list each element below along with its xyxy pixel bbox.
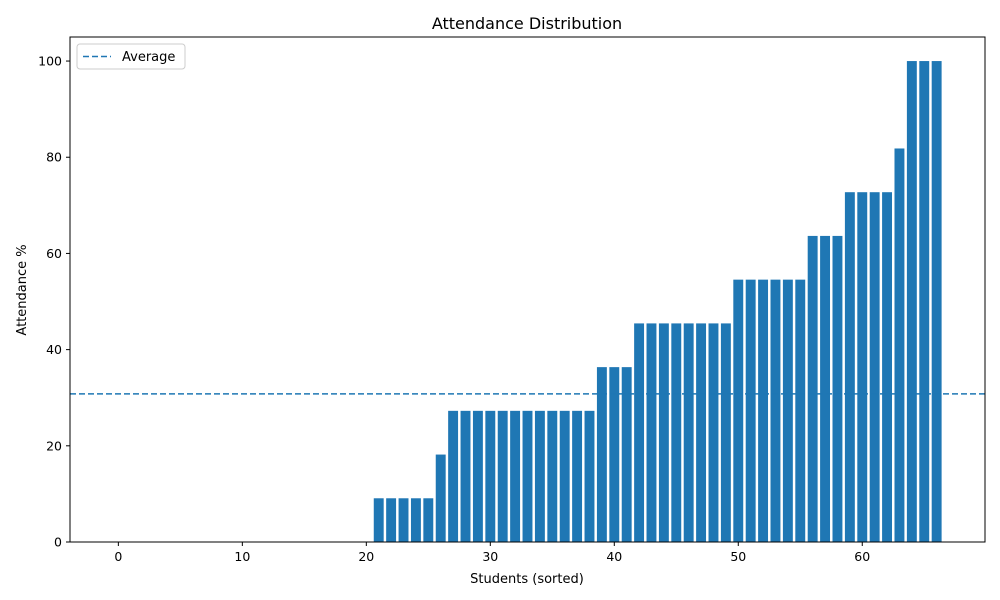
bar bbox=[807, 235, 818, 543]
bar bbox=[410, 498, 421, 542]
bar bbox=[621, 367, 632, 542]
bar bbox=[832, 235, 843, 543]
legend-box bbox=[76, 43, 186, 70]
bar bbox=[671, 323, 682, 542]
bar bbox=[510, 410, 521, 542]
bar bbox=[522, 410, 533, 542]
bar bbox=[658, 323, 669, 542]
y-tick-label: 40 bbox=[46, 342, 62, 357]
x-tick-label: 30 bbox=[482, 549, 498, 564]
bar bbox=[795, 279, 806, 542]
bar bbox=[857, 192, 868, 542]
x-tick-label: 10 bbox=[234, 549, 250, 564]
bar bbox=[609, 367, 620, 542]
bar bbox=[460, 410, 471, 542]
x-tick-label: 50 bbox=[730, 549, 746, 564]
bar bbox=[720, 323, 731, 542]
x-tick-label: 60 bbox=[854, 549, 870, 564]
bar bbox=[559, 410, 570, 542]
bar bbox=[373, 498, 384, 542]
bar bbox=[435, 454, 446, 542]
y-tick-label: 0 bbox=[54, 535, 62, 550]
x-tick-label: 20 bbox=[358, 549, 374, 564]
bar bbox=[869, 192, 880, 542]
bar bbox=[782, 279, 793, 542]
bar bbox=[894, 148, 905, 543]
x-axis-ticks: 0 10 20 30 40 50 60 bbox=[114, 542, 870, 564]
bar bbox=[472, 410, 483, 542]
chart-title: Attendance Distribution bbox=[432, 14, 622, 33]
bar bbox=[448, 410, 459, 542]
x-axis-label: Students (sorted) bbox=[470, 572, 584, 587]
x-tick-label: 40 bbox=[606, 549, 622, 564]
bar bbox=[758, 279, 769, 542]
legend: Average bbox=[76, 43, 186, 70]
legend-average-label: Average bbox=[122, 50, 175, 65]
bar bbox=[683, 323, 694, 542]
y-tick-label: 100 bbox=[38, 54, 62, 69]
bar bbox=[534, 410, 545, 542]
bar bbox=[485, 410, 496, 542]
bar bbox=[844, 192, 855, 542]
y-tick-label: 20 bbox=[46, 438, 62, 453]
bar bbox=[423, 498, 434, 542]
plot-area-frame bbox=[69, 36, 986, 543]
bar bbox=[906, 61, 917, 543]
y-tick-label: 60 bbox=[46, 246, 62, 261]
bar bbox=[770, 279, 781, 542]
bar bbox=[386, 498, 397, 542]
x-tick-label: 0 bbox=[114, 549, 122, 564]
bar bbox=[497, 410, 508, 542]
y-tick-label: 80 bbox=[46, 150, 62, 165]
bar bbox=[634, 323, 645, 542]
bar bbox=[931, 61, 942, 543]
bar bbox=[882, 192, 893, 542]
bar bbox=[646, 323, 657, 542]
bar bbox=[572, 410, 583, 542]
y-axis-ticks: 0 20 40 60 80 100 bbox=[38, 54, 70, 550]
bar bbox=[696, 323, 707, 542]
bar bbox=[820, 235, 831, 543]
bar-series bbox=[373, 61, 942, 543]
bar bbox=[547, 410, 558, 542]
bar bbox=[708, 323, 719, 542]
bar bbox=[398, 498, 409, 542]
bar bbox=[919, 61, 930, 543]
y-axis-label: Attendance % bbox=[15, 244, 30, 335]
bar bbox=[584, 410, 595, 542]
bar bbox=[596, 367, 607, 542]
bar bbox=[745, 279, 756, 542]
bar bbox=[733, 279, 744, 542]
